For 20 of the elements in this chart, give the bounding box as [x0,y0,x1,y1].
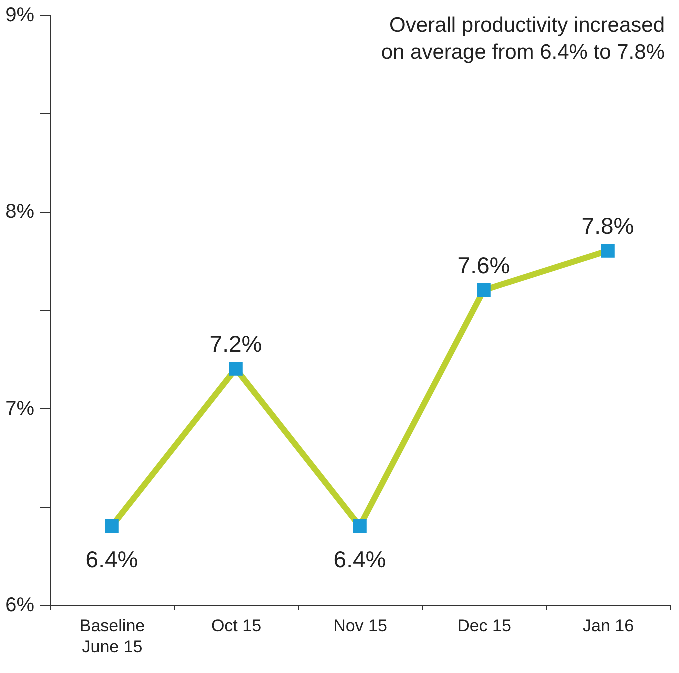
y-tick-label: 9% [6,4,35,26]
point [477,283,491,298]
annotation: Overall productivity increased on average from 6.4% to 7.8% [381,14,665,64]
y-tick-label: 6% [6,594,35,616]
point [105,519,119,534]
data-label: 6.4% [86,546,138,572]
x-tick-label: Nov 15 [334,616,388,636]
data-label: 6.4% [334,546,386,572]
point [601,244,615,258]
x-tick-label: Baseline June 15 [80,616,146,656]
x-tick-label: Oct 15 [211,616,262,636]
y-tick-label: 8% [6,201,35,224]
x-tick-label: Dec 15 [458,616,512,636]
point [353,519,367,534]
data-label: 7.2% [210,331,262,357]
point [229,362,243,376]
y-tick-label: 7% [6,398,35,420]
data-label: 7.6% [458,252,510,278]
x-tick-label: Jan 16 [582,616,634,636]
data-label: 7.8% [582,213,634,239]
